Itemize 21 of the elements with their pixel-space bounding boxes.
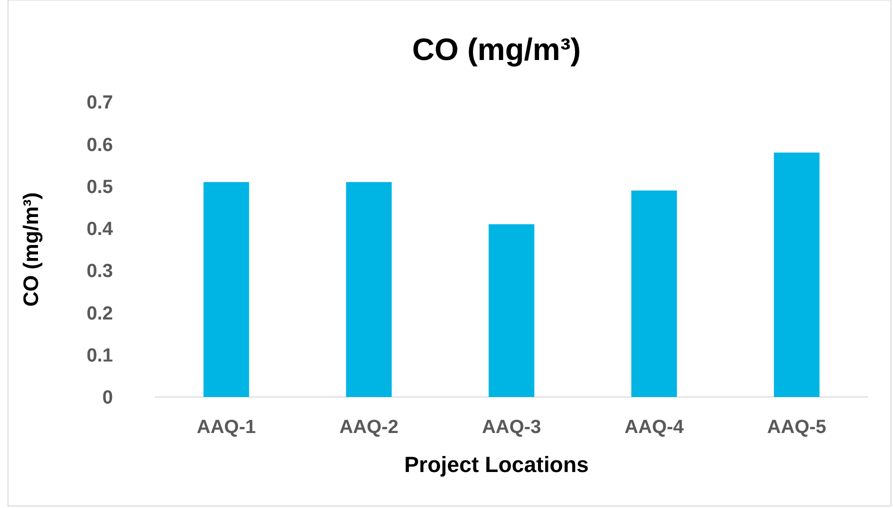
y-axis-title: CO (mg/m³)	[20, 192, 43, 307]
chart-title: CO (mg/m³)	[412, 32, 581, 67]
x-tick-label: AAQ-1	[196, 417, 256, 438]
y-tick-label: 0	[102, 388, 113, 409]
bar	[488, 224, 534, 397]
y-tick-label: 0.4	[86, 219, 114, 240]
bar	[203, 182, 250, 397]
x-axis-title: Project Locations	[404, 452, 589, 477]
bar	[774, 152, 820, 397]
y-tick-label: 0.5	[86, 176, 114, 198]
bar	[346, 182, 392, 397]
x-tick-label: AAQ-5	[767, 417, 827, 438]
x-tick-label: AAQ-4	[624, 417, 684, 438]
bar	[631, 190, 677, 397]
x-tick-label: AAQ-2	[339, 417, 398, 438]
y-tick-label: 0.7	[86, 92, 113, 114]
y-tick-label: 0.2	[86, 303, 113, 324]
y-tick-label: 0.1	[86, 346, 114, 367]
y-tick-label: 0.6	[86, 134, 113, 156]
y-tick-label: 0.3	[86, 261, 113, 282]
x-tick-label: AAQ-3	[482, 417, 542, 438]
